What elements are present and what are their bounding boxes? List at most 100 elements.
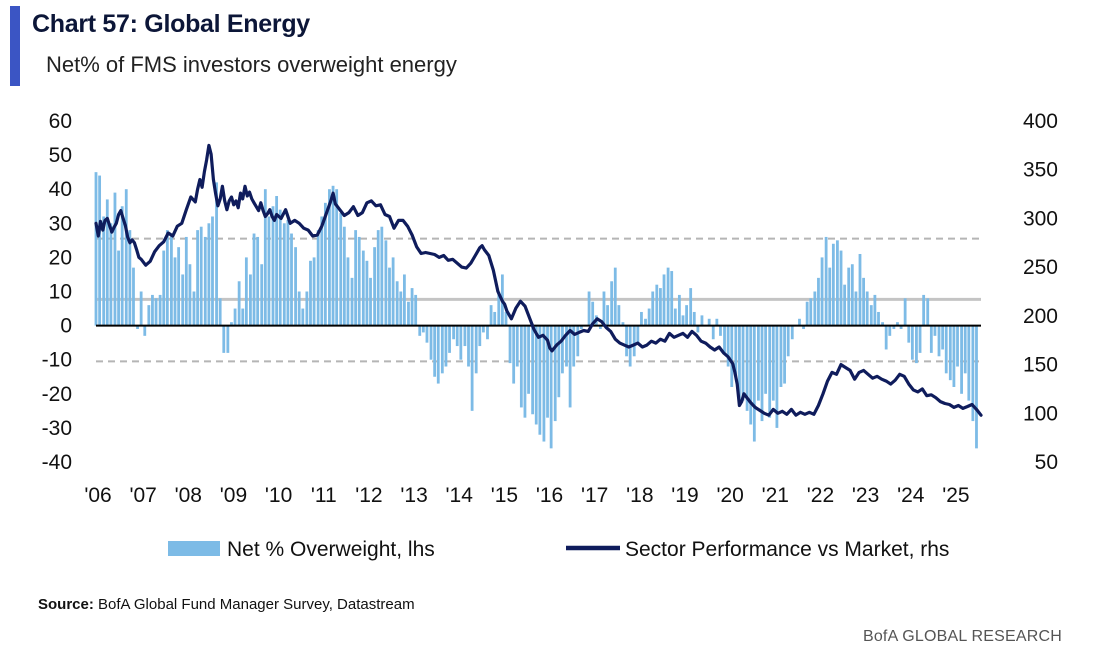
bar xyxy=(681,315,685,326)
bar xyxy=(786,325,790,357)
bar xyxy=(512,325,516,384)
bar xyxy=(297,291,301,326)
bar xyxy=(527,325,530,394)
bar xyxy=(625,325,628,357)
bar xyxy=(237,281,241,326)
left-tick-label: -40 xyxy=(42,451,72,474)
bar xyxy=(275,196,279,326)
bar xyxy=(467,325,470,367)
bar xyxy=(181,274,185,326)
bar xyxy=(568,325,572,408)
bar xyxy=(102,216,106,326)
bar xyxy=(546,325,549,418)
x-tick-label: '15 xyxy=(491,484,518,507)
bar xyxy=(170,233,173,326)
bar xyxy=(504,311,508,326)
bar xyxy=(203,236,207,326)
bar xyxy=(376,230,380,326)
bar xyxy=(610,281,614,326)
bar xyxy=(211,216,214,326)
bar xyxy=(384,240,388,326)
bar xyxy=(971,325,975,422)
bar xyxy=(482,325,485,333)
bar xyxy=(738,325,741,405)
bar xyxy=(707,318,711,326)
bar xyxy=(670,271,674,326)
right-tick-label: 50 xyxy=(1035,451,1058,474)
bar xyxy=(956,325,959,367)
bar xyxy=(685,305,688,326)
bar xyxy=(828,267,832,326)
bar xyxy=(760,325,764,422)
chart-subtitle: Net% of FMS investors overweight energy xyxy=(46,52,457,77)
bar xyxy=(918,325,922,353)
bar xyxy=(486,325,489,340)
bar xyxy=(929,325,933,353)
bar xyxy=(850,264,854,326)
bar xyxy=(120,206,124,326)
x-tick-label: '22 xyxy=(807,484,834,507)
bar xyxy=(357,236,361,326)
source-note: Source: BofA Global Fund Manager Survey,… xyxy=(38,596,415,613)
bar xyxy=(779,325,783,387)
bar xyxy=(561,325,564,374)
x-tick-label: '23 xyxy=(852,484,879,507)
right-tick-label: 300 xyxy=(1023,207,1058,230)
bar xyxy=(271,206,275,326)
bar xyxy=(948,325,952,381)
chart-title: Chart 57: Global Energy xyxy=(32,10,310,38)
bar xyxy=(154,298,158,326)
bar xyxy=(613,267,617,326)
bar xyxy=(884,325,888,350)
bar xyxy=(312,257,316,326)
sector-performance-line xyxy=(94,143,983,417)
bar xyxy=(673,308,677,326)
chart-legend: Net % Overweight, lhs Sector Performance … xyxy=(168,538,949,561)
x-tick-label: '25 xyxy=(942,484,969,507)
bar xyxy=(636,325,640,343)
bar xyxy=(407,301,410,326)
bar xyxy=(158,294,162,326)
bar xyxy=(580,325,583,330)
bar xyxy=(839,250,843,326)
bar xyxy=(403,274,406,326)
bar xyxy=(651,291,655,326)
x-tick-label: '24 xyxy=(897,484,925,507)
bar xyxy=(474,325,478,374)
bar xyxy=(757,325,760,401)
bar xyxy=(941,325,945,350)
bar xyxy=(617,305,621,326)
bar xyxy=(783,325,786,384)
bar xyxy=(354,230,358,326)
x-tick-label: '10 xyxy=(265,484,292,507)
bar xyxy=(294,247,297,326)
right-tick-label: 250 xyxy=(1023,256,1058,279)
bar xyxy=(207,223,211,326)
bar xyxy=(764,325,768,394)
right-axis-ticks: 400 350 300 250 200 150 100 50 xyxy=(1023,110,1058,474)
bar xyxy=(790,325,794,340)
bar xyxy=(230,322,233,326)
left-tick-label: 10 xyxy=(49,281,72,304)
bar xyxy=(188,264,192,326)
bar xyxy=(734,325,738,377)
bar xyxy=(455,325,459,347)
bar xyxy=(328,189,331,326)
right-tick-label: 100 xyxy=(1023,402,1058,425)
bar xyxy=(173,257,177,326)
bar xyxy=(339,213,343,326)
bar xyxy=(805,301,809,326)
bar xyxy=(222,325,226,353)
bar xyxy=(768,325,772,418)
bar xyxy=(843,284,847,326)
x-tick-label: '13 xyxy=(400,484,427,507)
legend-bar-label: Net % Overweight, lhs xyxy=(227,538,435,561)
bar-series-net-overweight xyxy=(94,172,978,449)
bar xyxy=(331,185,335,326)
bar xyxy=(865,291,869,326)
bar xyxy=(196,230,199,326)
bar xyxy=(813,291,817,326)
bar xyxy=(598,325,602,330)
bar xyxy=(723,325,726,353)
bar xyxy=(429,325,433,360)
